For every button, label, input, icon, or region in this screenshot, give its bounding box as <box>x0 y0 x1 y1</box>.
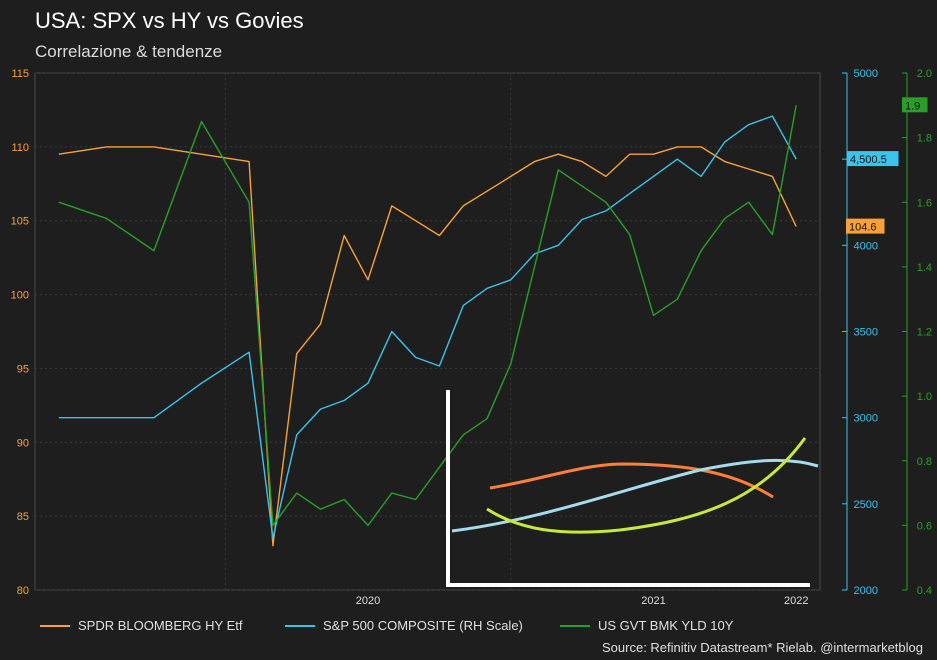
legend-label-yld: US GVT BMK YLD 10Y <box>598 618 734 633</box>
legend-swatch-yld <box>560 624 590 627</box>
chart-title: USA: SPX vs HY vs Govies <box>35 8 304 33</box>
series-line-1 <box>58 115 797 539</box>
left-axis-tick: 115 <box>11 68 29 80</box>
right2-axis-tick: 0.8 <box>917 456 932 468</box>
inset-trend-hy <box>489 462 774 499</box>
x-axis-tick: 2021 <box>641 595 665 607</box>
inset-trend-yld <box>486 437 807 534</box>
right2-axis-tick: 1.2 <box>917 327 932 339</box>
legend-item-hy: SPDR BLOOMBERG HY Etf <box>40 618 242 633</box>
left-axis-tick: 85 <box>17 511 29 523</box>
right2-axis-tick: 1.8 <box>917 133 932 145</box>
source-note: Source: Refinitiv Datastream* Rielab. @i… <box>602 640 923 655</box>
last-value-label: 4,500.5 <box>850 154 887 166</box>
x-axis-tick: 2022 <box>784 595 808 607</box>
inset-trend-spx <box>451 458 819 533</box>
last-value-label: 1.9 <box>905 100 920 112</box>
last-value-badge <box>846 218 885 234</box>
left-axis-tick: 100 <box>11 290 29 302</box>
legend-swatch-spx <box>285 624 315 627</box>
legend-item-yld: US GVT BMK YLD 10Y <box>560 618 733 633</box>
right1-axis-tick: 3500 <box>854 327 878 339</box>
left-axis-tick: 105 <box>11 216 29 228</box>
legend-label-hy: SPDR BLOOMBERG HY Etf <box>78 618 243 633</box>
left-axis-tick: 95 <box>17 363 29 375</box>
left-axis-tick: 80 <box>17 585 29 597</box>
x-axis-tick: 2020 <box>356 595 380 607</box>
right2-axis-tick: 1.6 <box>917 197 932 209</box>
series-line-0 <box>58 146 797 547</box>
right2-axis-tick: 0.4 <box>917 585 932 597</box>
plot-frame <box>34 72 821 591</box>
series-line-2 <box>58 105 797 527</box>
right2-axis-tick: 2.0 <box>917 68 932 80</box>
right1-axis-tick: 2000 <box>854 585 878 597</box>
left-axis-tick: 90 <box>17 437 29 449</box>
inset-axes <box>446 390 810 587</box>
right2-axis-tick: 0.6 <box>917 520 932 532</box>
legend-item-spx: S&P 500 COMPOSITE (RH Scale) <box>285 618 523 633</box>
legend-label-spx: S&P 500 COMPOSITE (RH Scale) <box>323 618 523 633</box>
right2-axis-tick: 1.4 <box>917 262 932 274</box>
left-axis-tick: 110 <box>11 142 29 154</box>
right1-axis-tick: 5000 <box>854 68 878 80</box>
chart-subtitle: Correlazione & tendenze <box>35 42 223 61</box>
right1-axis-tick: 4000 <box>854 240 878 252</box>
right2-axis-tick: 1.0 <box>917 391 932 403</box>
right1-axis-tick: 3000 <box>854 413 878 425</box>
right1-axis-tick: 2500 <box>854 499 878 511</box>
last-value-badge <box>847 151 899 167</box>
legend-swatch-hy <box>40 624 70 627</box>
last-value-badge <box>902 97 928 113</box>
last-value-label: 104.6 <box>849 222 877 234</box>
